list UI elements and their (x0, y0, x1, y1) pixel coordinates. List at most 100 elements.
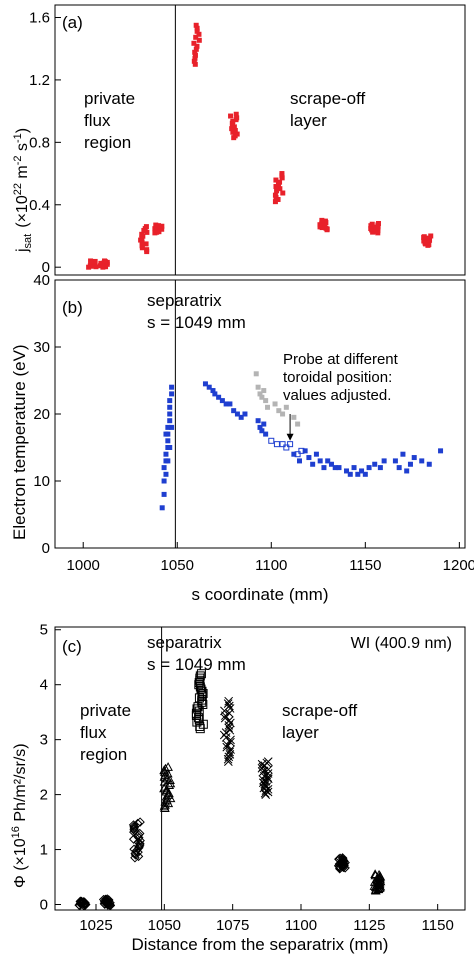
panel-b-data (159, 371, 444, 511)
panel-c-flux-label: flux (80, 723, 107, 742)
te-point (400, 451, 406, 457)
panel-c-y-tick-label: 0 (40, 897, 48, 914)
te-point (302, 448, 308, 454)
panel-b-x-tick-label: 1200 (443, 557, 474, 574)
te-point (426, 461, 432, 467)
phi-point-cross (260, 788, 270, 798)
panel-a-y-tick-label: 1.2 (29, 72, 50, 89)
panel-a-private-label: private (84, 89, 135, 108)
jsat-point (156, 223, 162, 229)
jsat-point (88, 258, 94, 264)
te-point-gray (276, 408, 282, 414)
panel-b-note-line-2: toroidal position: (283, 369, 392, 386)
phi-point-cross (224, 696, 234, 706)
panel-c-frame (54, 626, 466, 911)
panel-c-separatrix-label: separatrix (147, 633, 222, 652)
te-point-adjusted (273, 441, 280, 448)
panel-c-y-tick-label: 1 (40, 842, 48, 859)
phi-point-diamond (129, 821, 139, 832)
jsat-point (375, 228, 381, 234)
phi-point-triangle (163, 762, 173, 771)
jsat-point (193, 34, 199, 40)
te-point-adjusted (268, 437, 275, 444)
te-point (165, 424, 171, 430)
jsat-point (191, 58, 197, 64)
te-point-adjusted (287, 441, 294, 448)
te-point (396, 465, 402, 471)
phi-point-cross (263, 757, 273, 766)
jsat-point (192, 52, 198, 58)
te-point (242, 411, 248, 417)
jsat-point (192, 55, 198, 61)
te-point (359, 468, 365, 474)
panel-a-layer-label: layer (290, 111, 327, 130)
te-point (206, 384, 212, 390)
jsat-point (319, 217, 325, 223)
panel-c-y-axis-label: Φ (×1016 Ph/m²/sr/s) (10, 743, 29, 888)
phi-point-square (195, 671, 205, 681)
panel-b-y-tick-label: 30 (33, 339, 50, 356)
te-point (255, 418, 261, 424)
phi-point-diamond (79, 897, 89, 907)
panel-a-y-ticks: 0 0.4 0.8 1.2 1.6 (29, 9, 61, 276)
panel-c: 0 1 2 3 4 5 1025 1050 1075 1100 1125 1150 (c) separ… (10, 622, 466, 954)
te-point (216, 394, 222, 400)
phi-point-cross (224, 723, 234, 733)
jsat-point (234, 115, 240, 121)
te-point (377, 465, 383, 471)
te-point (165, 438, 171, 444)
panel-c-y-tick-label: 3 (40, 732, 48, 749)
te-point-gray (259, 394, 265, 400)
te-point (167, 418, 173, 424)
phi-point-cross (225, 747, 234, 757)
panel-b-note-line-1: Probe at different (283, 351, 399, 368)
jsat-point (277, 179, 283, 185)
jsat-point (233, 111, 239, 117)
te-point (325, 458, 331, 464)
te-point (227, 401, 233, 407)
te-point (310, 461, 316, 467)
phi-point-diamond (133, 818, 143, 829)
jsat-point (229, 126, 235, 132)
te-point-adjusted (283, 444, 290, 451)
phi-point-diamond (100, 894, 111, 904)
arrow-head (286, 433, 294, 441)
te-point (167, 411, 173, 417)
phi-point-triangle (370, 869, 380, 878)
panel-b-y-tick-label: 10 (33, 473, 50, 490)
panel-b-x-tick-label: 1000 (67, 557, 100, 574)
phi-point-diamond (128, 820, 139, 830)
jsat-point (194, 28, 200, 34)
panel-c-x-tick-label: 1100 (285, 917, 317, 934)
jsat-point (139, 243, 145, 249)
phi-point-diamond (335, 853, 345, 863)
phi-point-diamond (128, 834, 139, 844)
panel-c-x-tick-label: 1050 (148, 917, 181, 934)
te-point (362, 471, 368, 477)
jsat-point (274, 188, 280, 194)
jsat-point (428, 233, 434, 239)
panel-a-y-tick-label: 0.4 (29, 197, 50, 214)
panel-b-y-tick-label: 40 (33, 272, 50, 289)
jsat-point (92, 258, 98, 264)
panel-b-x-tick-label: 1050 (161, 557, 194, 574)
panel-c-x-axis-label: Distance from the separatrix (mm) (132, 935, 389, 954)
jsat-point (98, 260, 104, 266)
te-point (404, 468, 410, 474)
jsat-point (192, 49, 198, 55)
te-point (372, 461, 378, 467)
te-point (392, 458, 398, 464)
te-point (169, 424, 175, 430)
phi-point-diamond (133, 851, 144, 862)
te-point (238, 414, 244, 420)
jsat-point (143, 224, 149, 230)
te-point (165, 458, 171, 464)
te-point (321, 465, 327, 471)
phi-point-diamond (98, 894, 109, 905)
panel-c-region-label: region (80, 745, 127, 764)
jsat-point (191, 40, 197, 46)
jsat-point (230, 118, 236, 124)
te-point (332, 465, 338, 471)
jsat-point (426, 242, 432, 248)
